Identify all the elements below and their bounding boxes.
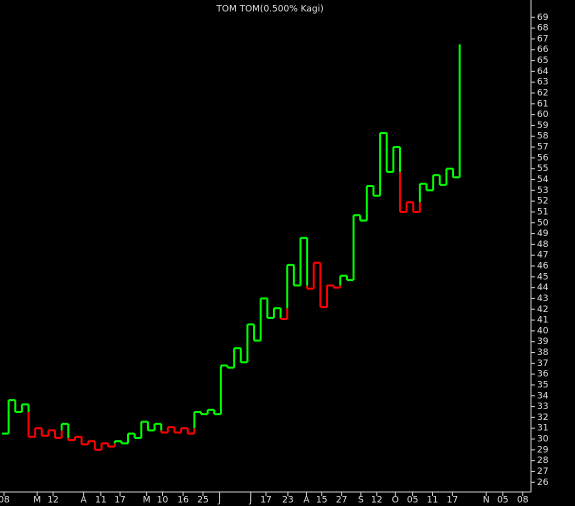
- y-tick-label: 30: [537, 435, 549, 445]
- y-tick-label: 33: [537, 402, 548, 412]
- y-tick-label: 54: [537, 175, 549, 185]
- y-tick-label: 48: [537, 240, 549, 250]
- y-tick-label: 39: [537, 337, 549, 347]
- chart-title: TOM TOM(0.500% Kagi): [215, 5, 323, 15]
- y-tick-label: 43: [537, 294, 548, 304]
- x-tick-label: 15: [316, 496, 327, 506]
- y-tick-label: 56: [537, 153, 549, 163]
- y-tick-label: 67: [537, 34, 548, 44]
- x-tick-label: 08: [517, 496, 529, 506]
- x-tick-label: J: [248, 496, 252, 506]
- y-tick-label: 50: [537, 218, 549, 228]
- x-tick-label: M: [33, 496, 41, 506]
- y-tick-label: 45: [537, 272, 548, 282]
- y-tick-label: 69: [537, 13, 549, 23]
- y-tick-label: 46: [537, 262, 549, 272]
- x-tick-label: 27: [336, 496, 347, 506]
- y-tick-label: 68: [537, 24, 549, 34]
- x-tick-label: 12: [371, 496, 382, 506]
- y-tick-label: 36: [537, 370, 549, 380]
- x-tick-label: 10: [157, 496, 169, 506]
- y-tick-label: 27: [537, 467, 548, 477]
- x-tick-label: M: [143, 496, 151, 506]
- y-tick-label: 57: [537, 143, 548, 153]
- y-tick-label: 59: [537, 121, 549, 131]
- x-tick-label: 11: [427, 496, 438, 506]
- y-tick-label: 42: [537, 305, 548, 315]
- y-tick-label: 52: [537, 197, 548, 207]
- y-tick-label: 44: [537, 283, 549, 293]
- x-tick-label: 11: [95, 496, 106, 506]
- y-tick-label: 65: [537, 56, 548, 66]
- y-tick-label: 61: [537, 99, 548, 109]
- y-tick-label: 66: [537, 45, 549, 55]
- y-tick-label: 28: [537, 456, 549, 466]
- x-tick-label: 16: [177, 496, 189, 506]
- y-tick-label: 32: [537, 413, 548, 423]
- x-tick-label: A: [303, 496, 310, 506]
- y-tick-label: 31: [537, 424, 548, 434]
- x-tick-label: J: [217, 496, 221, 506]
- x-tick-label: S: [358, 496, 364, 506]
- x-tick-label: 23: [282, 496, 293, 506]
- x-tick-label: 05: [497, 496, 508, 506]
- y-tick-label: 34: [537, 391, 549, 401]
- x-tick-label: 12: [47, 496, 58, 506]
- x-tick-label: 08: [0, 496, 10, 506]
- y-tick-label: 38: [537, 348, 549, 358]
- y-tick-label: 53: [537, 186, 548, 196]
- y-tick-label: 37: [537, 359, 548, 369]
- y-tick-label: 41: [537, 316, 548, 326]
- x-tick-label: 25: [197, 496, 208, 506]
- y-tick-label: 47: [537, 251, 548, 261]
- y-tick-label: 58: [537, 132, 549, 142]
- x-tick-label: 17: [447, 496, 458, 506]
- y-tick-label: 40: [537, 326, 549, 336]
- y-tick-label: 49: [537, 229, 549, 239]
- x-tick-label: 17: [114, 496, 125, 506]
- y-tick-label: 26: [537, 478, 549, 488]
- y-tick-label: 62: [537, 88, 548, 98]
- y-tick-label: 35: [537, 380, 548, 390]
- x-tick-label: 05: [407, 496, 418, 506]
- y-tick-label: 60: [537, 110, 549, 120]
- y-tick-label: 64: [537, 67, 549, 77]
- y-tick-label: 63: [537, 78, 548, 88]
- y-tick-label: 51: [537, 207, 548, 217]
- x-tick-label: N: [483, 496, 490, 506]
- x-tick-label: 17: [260, 496, 271, 506]
- x-tick-label: A: [80, 496, 87, 506]
- y-tick-label: 29: [537, 445, 549, 455]
- x-tick-label: O: [392, 496, 399, 506]
- y-tick-label: 55: [537, 164, 548, 174]
